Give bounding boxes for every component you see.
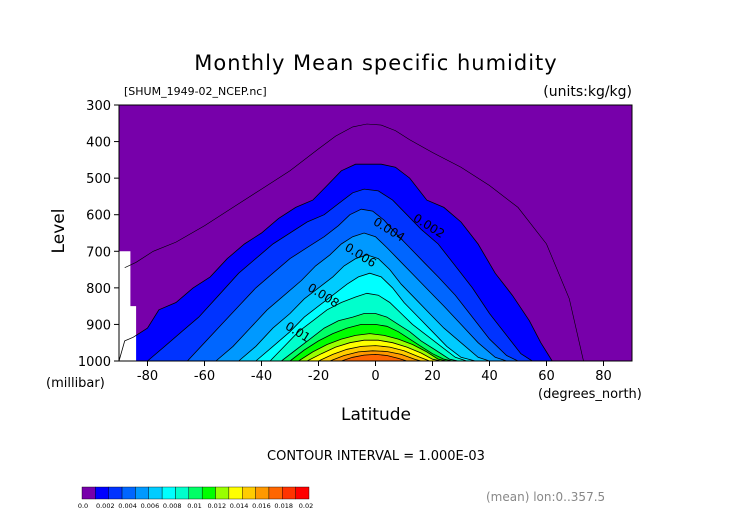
colorbar-swatch-1 (95, 486, 109, 500)
colorbar-label-6: 0.012 (207, 502, 226, 510)
x-axis-title: Latitude (341, 405, 411, 425)
x-tick-label-0: -80 (137, 369, 158, 384)
colorbar-label-2: 0.004 (118, 502, 137, 510)
x-tick-label-8: 80 (595, 369, 612, 384)
y-tick-label-2: 500 (86, 172, 111, 187)
colorbar-swatch-13 (255, 486, 270, 500)
contour-line-layer (118, 123, 584, 362)
y-axis-title: Level (49, 209, 69, 254)
y-tick-label-7: 1000 (78, 355, 111, 370)
colorbar-label-3: 0.006 (141, 502, 160, 510)
y-tick-label-0: 300 (86, 99, 111, 114)
colorbar-swatch-7 (175, 486, 190, 500)
contour-line-11 (318, 345, 430, 362)
colorbar-swatch-6 (161, 486, 176, 500)
colorbar-swatch-14 (268, 486, 283, 500)
colorbar-label-10: 0.02 (299, 502, 313, 510)
colorbar-swatch-8 (188, 486, 203, 500)
colorbar-label-0: 0.0 (78, 502, 88, 510)
x-axis-units: (degrees_north) (538, 387, 642, 402)
units-label: (units:kg/kg) (543, 84, 632, 100)
contour-line-3 (215, 232, 507, 362)
contour-line-5 (255, 272, 476, 362)
contour-line-2 (187, 208, 519, 362)
contour-line-1 (147, 188, 533, 362)
x-tick-label-4: 0 (371, 369, 379, 384)
colorbar-swatch-10 (215, 486, 230, 500)
contour-line-4 (238, 254, 490, 362)
colorbar-swatch-12 (242, 486, 256, 500)
contour-line-12 (329, 350, 422, 362)
contour-line-7 (281, 313, 459, 362)
contour-fill-layer (119, 105, 632, 361)
colorbar-swatch-0 (81, 486, 96, 500)
x-tick-label-6: 40 (481, 369, 498, 384)
colorbar: 0.0 0.002 0.004 0.006 0.008 0.01 0.012 0.014 0.0… (78, 486, 313, 510)
colorbar-swatch-5 (148, 486, 163, 500)
chart-title: Monthly Mean specific humidity (194, 51, 557, 75)
contour-line-0-001 (124, 123, 584, 362)
x-tick-label-2: -40 (251, 369, 272, 384)
x-tick-label-7: 60 (538, 369, 555, 384)
y-tick-label-1: 400 (86, 136, 111, 151)
contour-line-9 (298, 333, 447, 362)
contour-interval: CONTOUR INTERVAL = 1.000E-03 (267, 449, 485, 464)
axis-tick-layer: -80 -60 -40 -20 0 20 40 60 80 300 400 500 600 700 800 9… (78, 99, 612, 384)
colorbar-swatch-2 (108, 486, 123, 500)
colorbar-label-7: 0.014 (230, 502, 249, 510)
colorbar-swatch-11 (228, 486, 243, 500)
colorbar-swatch-16 (295, 486, 310, 500)
y-tick-label-6: 900 (86, 318, 111, 333)
colorbar-swatch-3 (121, 486, 136, 500)
y-tick-label-4: 700 (86, 245, 111, 260)
colorbar-swatch-15 (282, 486, 296, 500)
colorbar-label-9: 0.018 (274, 502, 293, 510)
x-tick-label-5: 20 (424, 369, 441, 384)
colorbar-label-4: 0.008 (163, 502, 182, 510)
y-axis-units: (millibar) (46, 376, 105, 391)
contour-line-6 (269, 292, 467, 362)
footer-note: (mean) lon:0..357.5 (486, 490, 605, 504)
missing-data-region (119, 251, 137, 361)
colorbar-swatch-4 (135, 486, 149, 500)
y-tick-label-3: 600 (86, 209, 111, 224)
file-label: [SHUM_1949-02_NCEP.nc] (124, 85, 267, 98)
colorbar-label-1: 0.002 (96, 502, 115, 510)
contour-line-13 (341, 353, 408, 362)
colorbar-swatch-9 (201, 486, 216, 500)
y-tick-label-5: 800 (86, 282, 111, 297)
contour-line-0 (118, 163, 553, 362)
x-tick-label-1: -60 (194, 369, 215, 384)
x-tick-label-3: -20 (308, 369, 329, 384)
contour-line-8 (289, 323, 453, 362)
contour-line-10 (306, 339, 442, 362)
colorbar-label-8: 0.016 (252, 502, 271, 510)
contour-band-13 (341, 354, 407, 361)
colorbar-label-5: 0.01 (187, 502, 201, 510)
